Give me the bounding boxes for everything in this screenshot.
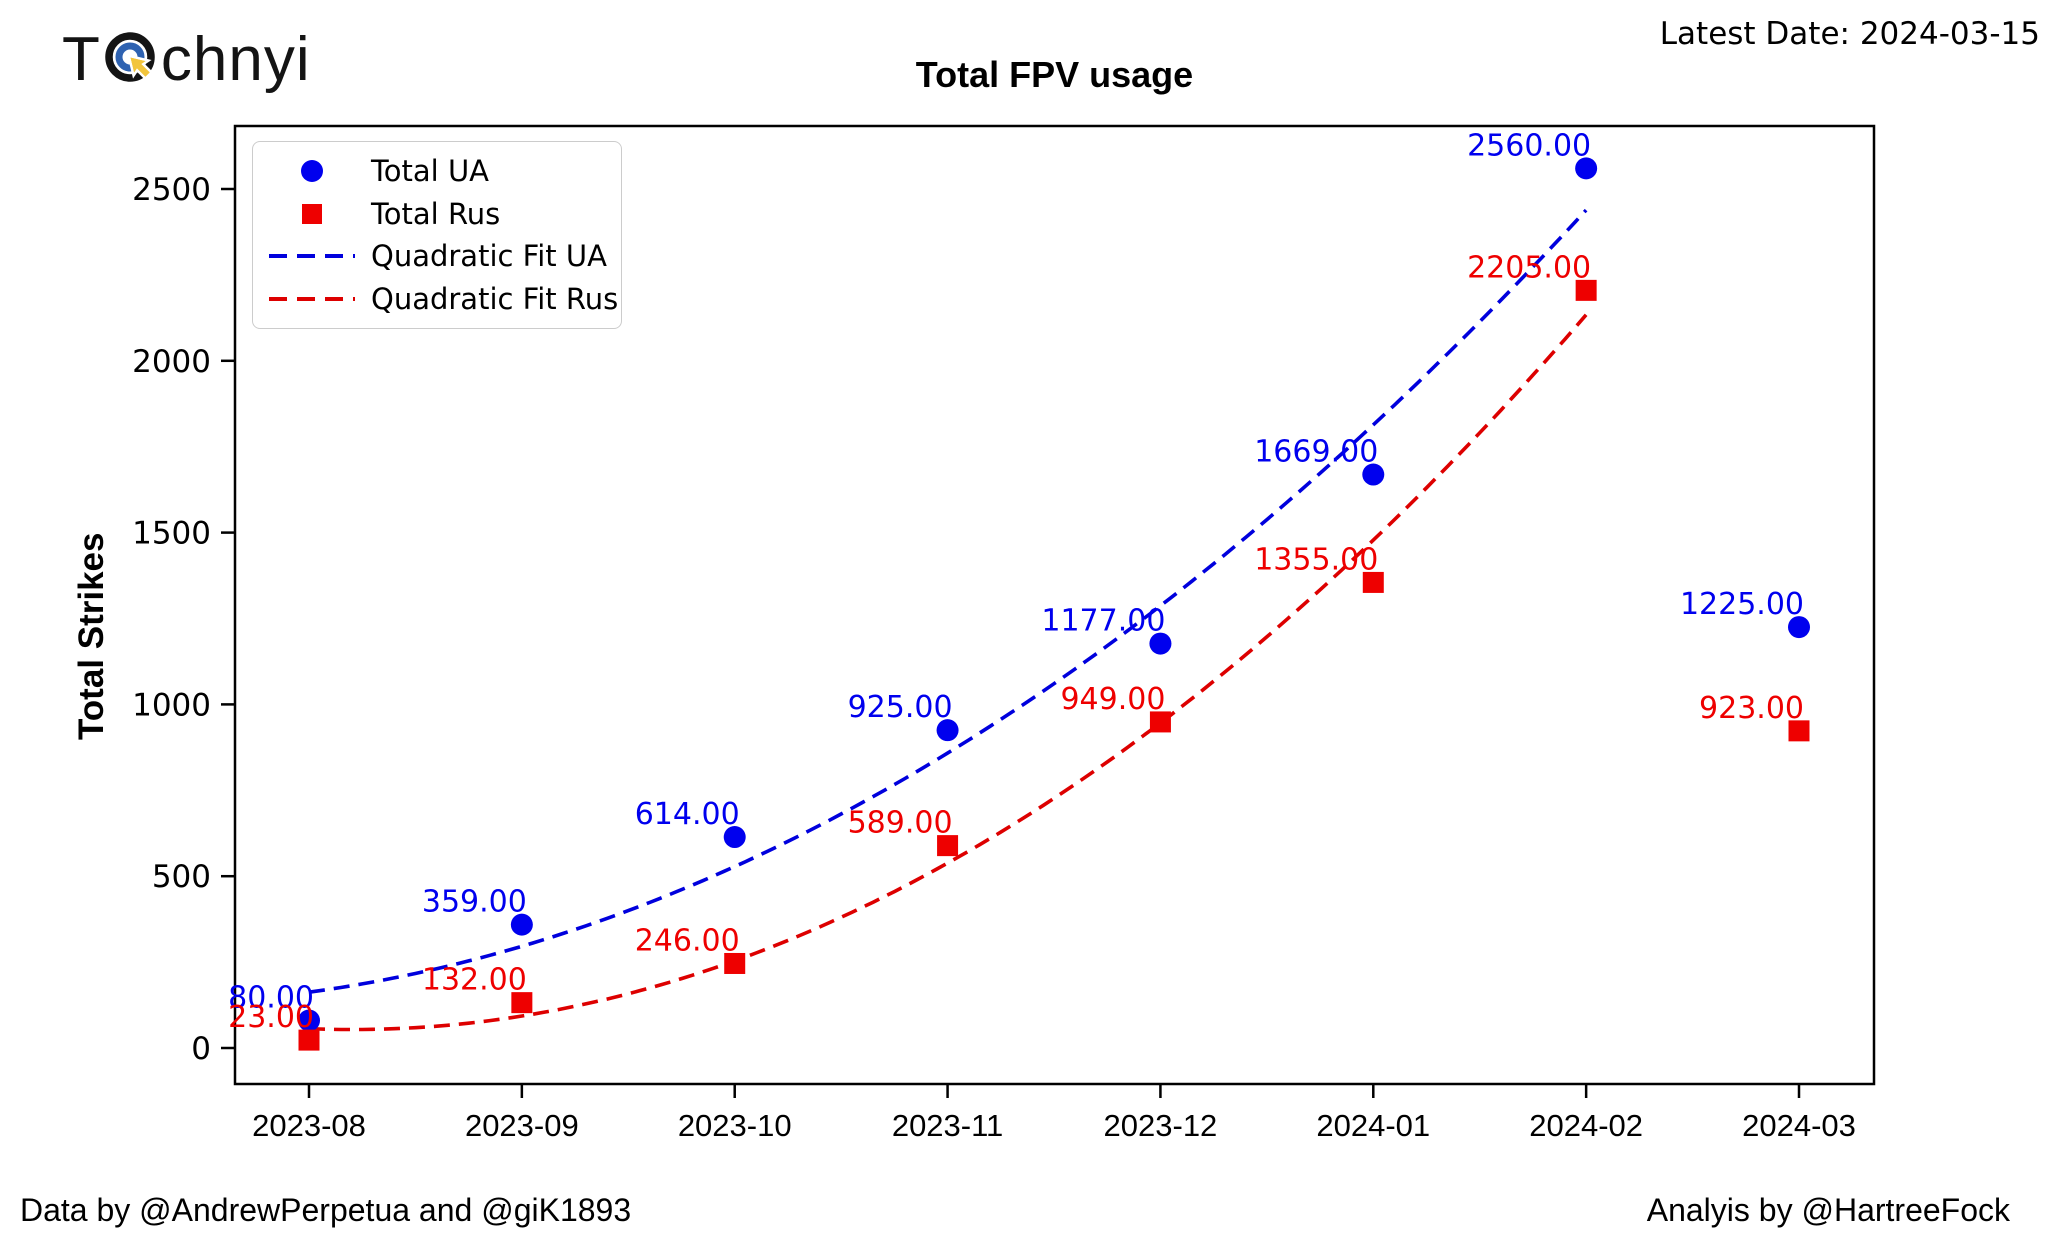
data-point-label: 925.00: [848, 690, 953, 725]
data-point-label: 614.00: [635, 797, 740, 832]
fit-line-quadratic-fit-ua: [308, 208, 1588, 994]
x-tick-label: 2023-09: [465, 1108, 579, 1143]
data-point-total-ua: [936, 719, 959, 742]
y-tick-label: 1000: [132, 687, 211, 723]
data-point-total-ua: [1788, 616, 1810, 639]
data-point-label: 2560.00: [1467, 128, 1591, 163]
legend-label: Total Rus: [371, 196, 501, 231]
data-point-total-rus: [1575, 279, 1597, 301]
data-point-total-rus: [1149, 711, 1171, 733]
chart-legend: Total UA Total Rus Quadratic Fit UA Quad…: [252, 141, 622, 329]
data-point-label: 1355.00: [1254, 542, 1378, 577]
data-point-total-ua: [298, 1009, 320, 1032]
legend-row-total-rus: Total Rus: [253, 193, 621, 235]
data-point-label: 949.00: [1060, 682, 1165, 717]
y-tick-label: 2000: [132, 344, 211, 380]
legend-label: Total UA: [371, 154, 490, 189]
data-point-total-rus: [724, 952, 746, 974]
data-point-label: 1177.00: [1041, 604, 1165, 639]
data-point-total-ua: [1149, 632, 1172, 655]
y-tick-label: 2500: [132, 172, 211, 208]
legend-dashed-line-icon: [253, 295, 371, 303]
logo: T chnyi: [62, 20, 311, 99]
legend-row-fit-ua: Quadratic Fit UA: [253, 235, 621, 277]
data-point-total-ua: [1362, 463, 1385, 486]
data-point-label: 923.00: [1699, 691, 1804, 726]
logo-text-suffix: chnyi: [160, 24, 311, 94]
data-point-label: 359.00: [422, 885, 527, 920]
logo-text-prefix: T: [62, 24, 101, 94]
legend-row-total-ua: Total UA: [253, 150, 621, 192]
data-point-label: 246.00: [635, 923, 740, 958]
data-point-label: 1225.00: [1680, 587, 1804, 622]
logo-target-cursor-icon: [101, 26, 163, 99]
legend-label: Quadratic Fit UA: [371, 239, 607, 274]
data-point-label: 132.00: [422, 963, 527, 998]
legend-circle-marker-icon: [253, 160, 371, 183]
x-tick-label: 2024-01: [1316, 1108, 1430, 1143]
analysis-credit-label: Analyis by @HartreeFock: [1646, 1192, 2010, 1228]
latest-date-label: Latest Date: 2024-03-15: [1659, 16, 2040, 52]
data-point-total-ua: [1575, 157, 1598, 180]
data-point-label: 1669.00: [1254, 435, 1378, 470]
data-point-total-ua: [510, 913, 533, 936]
x-tick-label: 2023-10: [678, 1108, 792, 1143]
data-point-label: 2205.00: [1467, 250, 1591, 285]
x-tick-label: 2023-11: [892, 1108, 1003, 1143]
legend-square-marker-icon: [253, 203, 371, 224]
data-point-total-rus: [298, 1029, 320, 1051]
y-tick-label: 500: [152, 859, 211, 895]
data-point-label: 589.00: [848, 806, 953, 841]
chart-title: Total FPV usage: [915, 54, 1194, 95]
data-point-total-rus: [1362, 571, 1384, 593]
legend-dashed-line-icon: [253, 252, 371, 260]
data-point-label: 80.00: [228, 981, 314, 1016]
y-tick-label: 0: [191, 1031, 211, 1067]
axes-frame: [233, 124, 1876, 1086]
x-tick-label: 2024-03: [1742, 1108, 1856, 1143]
legend-label: Quadratic Fit Rus: [371, 281, 619, 316]
data-point-total-rus: [1788, 720, 1810, 742]
data-credit-label: Data by @AndrewPerpetua and @giK1893: [20, 1192, 632, 1228]
legend-row-fit-rus: Quadratic Fit Rus: [253, 278, 621, 320]
data-point-total-rus: [937, 835, 959, 857]
x-tick-label: 2023-08: [252, 1108, 366, 1143]
x-tick-label: 2023-12: [1104, 1108, 1218, 1143]
x-tick-label: 2024-02: [1529, 1108, 1643, 1143]
data-point-total-ua: [723, 826, 746, 849]
data-point-label: 23.00: [228, 1000, 314, 1035]
fit-line-quadratic-fit-rus: [308, 313, 1588, 1032]
data-point-total-rus: [511, 992, 533, 1014]
y-tick-label: 1500: [132, 516, 211, 552]
